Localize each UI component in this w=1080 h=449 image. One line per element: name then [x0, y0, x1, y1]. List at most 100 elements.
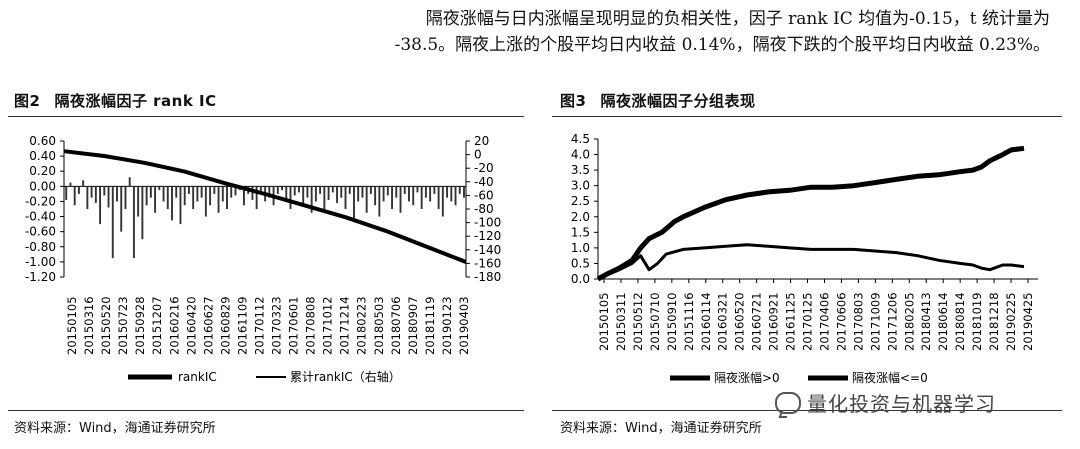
fig3-series-line-2 [597, 243, 1025, 281]
fig2-ic-bar [128, 177, 131, 187]
fig3-legend-label-2: 隔夜涨幅<=0 [852, 370, 928, 385]
fig2-ic-bar [200, 186, 203, 198]
fig2-ic-bar [336, 186, 338, 203]
fig2-ic-bar [450, 186, 453, 202]
fig2-x-tick-label: 20180223 [355, 296, 369, 355]
fig3-x-tick-label: 20160321 [716, 292, 730, 351]
fig2-ic-bar [433, 186, 436, 194]
fig2-ic-bar [319, 186, 322, 194]
fig2-left-tick-label: -0.20 [25, 194, 56, 208]
fig2-ic-bar [116, 186, 118, 202]
fig2-ic-bar [226, 186, 228, 209]
fig2-ic-bar [323, 186, 326, 209]
fig2-ic-bar [213, 186, 216, 194]
fig2-x-tick-label: 20181119 [423, 296, 437, 355]
fig2-x-tick-label: 20150105 [65, 296, 79, 355]
fig3-x-tick-label: 20170606 [834, 292, 848, 351]
fig2-ic-bar [120, 186, 123, 232]
fig3-x-tick-label: 20181019 [970, 292, 984, 351]
fig2-right-tick-label: -80 [474, 202, 494, 216]
fig2-ic-bar [187, 186, 190, 194]
fig2-ic-bar [429, 186, 432, 202]
fig2-ic-bar [103, 186, 106, 196]
fig2-chart: 0.60 0.40 0.20 0.00 -0.20 -0.40 -0.60 -0.80 -1.0… [8, 127, 524, 401]
intro-line-2: -38.5。隔夜上涨的个股平均日内收益 0.14%，隔夜下跌的个股平均日内收益 … [394, 35, 1050, 55]
fig3-y-tick-label: 4.5 [571, 132, 590, 146]
fig2-ic-bar [166, 186, 169, 209]
fig2-left-tick-label: -0.80 [25, 240, 56, 254]
fig2-ic-bar [276, 186, 279, 194]
fig2-x-tick-label: 20161109 [235, 296, 249, 355]
fig2-ic-bar [420, 186, 423, 209]
fig2-ic-bar [399, 186, 402, 213]
intro-line-1: 隔夜涨幅与日内涨幅呈现明显的负相关性，因子 rank IC 均值为-0.15，t… [425, 9, 1050, 29]
fig2-ic-bar [386, 186, 389, 196]
fig3-y-tick-label: 3.0 [571, 179, 590, 193]
fig3-y-tick-label: 3.5 [571, 163, 590, 177]
fig2-bottom-rule [8, 410, 524, 411]
fig2-ic-bar [285, 186, 288, 202]
fig2-ic-bar [463, 186, 465, 198]
fig2-ic-bar [86, 186, 89, 209]
fig3-x-tick-label: 20151116 [682, 292, 696, 351]
fig3-heading: 图3 隔夜涨幅因子分组表现 [560, 90, 755, 111]
fig2-x-tick-label: 20150316 [82, 296, 96, 355]
fig2-title: 隔夜涨幅因子 rank IC [54, 92, 217, 110]
fig2-ic-bar [293, 186, 296, 196]
fig2-ic-bar [192, 186, 195, 209]
fig2-ic-bar [99, 186, 102, 225]
fig2-x-tick-label: 20180706 [389, 296, 403, 355]
fig2-right-tick-label: -40 [474, 175, 494, 189]
fig3-source: 资料来源：Wind，海通证券研究所 [560, 421, 762, 436]
fig2-ic-bar [179, 186, 182, 225]
fig2-x-tick-label: 20190403 [457, 296, 471, 355]
fig2-ic-bar [183, 186, 186, 206]
fig2-ic-bar [90, 186, 93, 198]
fig2-ic-bar [69, 182, 72, 187]
fig2-ic-bar [302, 186, 305, 206]
fig3-chart: 4.5 4.0 3.5 3.0 2.5 2.0 1.5 1.0 0.5 0.0 20150105 20… [552, 127, 1062, 401]
fig2-x-tick-label: 20190123 [440, 296, 454, 355]
fig2-ic-bar [137, 186, 140, 217]
fig3-x-tick-label: 20160721 [750, 292, 764, 351]
fig2-x-tick-label: 20170601 [287, 296, 301, 355]
fig2-right-tick-label: 20 [474, 134, 489, 148]
fig2-legend-rankic-label: rankIC [178, 370, 217, 384]
fig3-x-tick-label: 20181218 [987, 292, 1001, 351]
fig2-ic-bar [124, 186, 127, 209]
fig2-ic-bar [204, 186, 207, 217]
fig2-ic-bar [217, 186, 220, 213]
fig2-ic-bar [171, 186, 173, 221]
fig2-left-tick-label: 0.20 [29, 164, 56, 178]
fig2-x-tick-label: 20180907 [406, 296, 420, 355]
fig2-ic-bar [242, 186, 245, 206]
fig2-x-tick-label: 20151207 [150, 296, 164, 355]
wechat-bubble-icon [775, 391, 801, 414]
fig3-x-tick-label: 20150910 [665, 292, 679, 351]
fig3-y-tick-label: 2.0 [571, 210, 590, 224]
fig2-ic-bar [369, 186, 372, 194]
fig2-right-tick-label: -60 [474, 188, 494, 202]
fig3-x-tick-label: 20170406 [817, 292, 831, 351]
fig2-ic-bar [424, 186, 427, 198]
fig2-ic-bar [446, 186, 449, 198]
fig2-ic-bar [416, 186, 419, 193]
fig2-number: 图2 [14, 92, 41, 110]
fig3-x-tick-label: 20180614 [936, 292, 950, 351]
fig2-ic-bar [209, 186, 212, 206]
fig2-x-tick-label: 20160216 [167, 296, 181, 355]
fig2-ic-bar [82, 180, 85, 187]
fig2-ic-bar [306, 186, 309, 198]
fig2-ic-bar [458, 186, 461, 194]
fig2-cumulative-ic-line [63, 149, 467, 264]
fig2-ic-bar [255, 186, 258, 209]
fig2-ic-bar [441, 186, 444, 217]
fig3-x-tick-label: 20190425 [1021, 292, 1035, 351]
fig2-right-tick-label: -100 [474, 216, 501, 230]
fig3-bottom-rule [552, 410, 1062, 411]
fig2-ic-bar [412, 186, 415, 206]
fig2-ic-bar [234, 186, 237, 196]
fig2-ic-bar [196, 186, 199, 202]
fig3-y-tick-label: 1.5 [571, 225, 590, 239]
fig2-ic-bar [408, 186, 410, 202]
